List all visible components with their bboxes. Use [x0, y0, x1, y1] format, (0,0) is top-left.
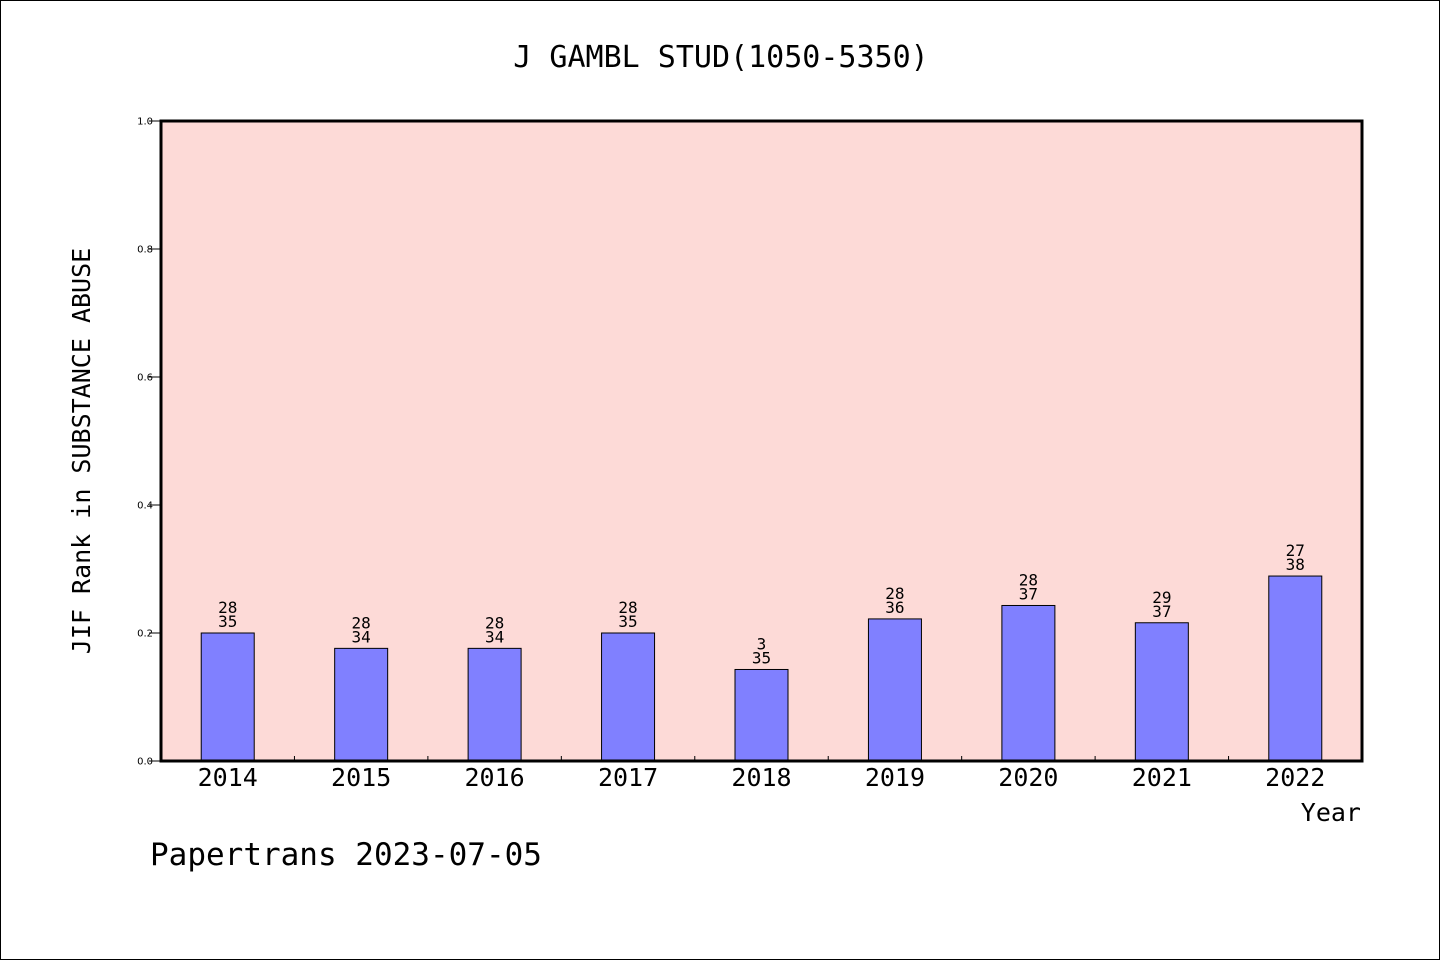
x-tick-label-2022: 2022: [1265, 763, 1325, 792]
data-label-top-2016: 28: [485, 613, 504, 632]
bar-2019: [867, 618, 922, 762]
bar-2015: [334, 647, 389, 762]
data-label-bottom-2019: 36: [885, 598, 904, 617]
bar-2022: [1268, 575, 1323, 762]
data-label-bottom-2014: 35: [218, 612, 237, 631]
x-tick-label-2021: 2021: [1132, 763, 1192, 792]
data-label-bottom-2021: 37: [1152, 602, 1171, 621]
data-label-bottom-2020: 37: [1019, 584, 1038, 603]
x-tick-label-2019: 2019: [865, 763, 925, 792]
plot-frame: [159, 119, 1364, 763]
y-tick-label-0.2: 0.2: [137, 629, 153, 640]
data-label-top-2015: 28: [352, 613, 371, 632]
bar-2016: [467, 647, 522, 762]
x-tick-label-2016: 2016: [465, 763, 525, 792]
data-label-top-2019: 28: [885, 584, 904, 603]
data-label-top-2020: 28: [1019, 570, 1038, 589]
x-axis-label: Year: [1301, 798, 1361, 827]
x-tick-label-2018: 2018: [731, 763, 791, 792]
y-tick-label-0.8: 0.8: [137, 245, 153, 256]
data-label-top-2014: 28: [218, 598, 237, 617]
y-tick-label-0.0: 0.0: [137, 757, 153, 768]
bar-2021: [1134, 622, 1189, 762]
data-label-top-2021: 29: [1152, 588, 1171, 607]
data-label-bottom-2015: 34: [352, 627, 371, 646]
bar-2014: [200, 632, 255, 762]
bar-2017: [601, 632, 656, 762]
data-label-top-2022: 27: [1286, 541, 1305, 560]
bar-2020: [1001, 604, 1056, 762]
y-tick-label-1.0: 1.0: [137, 117, 153, 128]
ticks-layer: 2014 2015 2016 2017 2018 2019 2020 2021 2022 0.0 0…: [137, 117, 1325, 793]
chart-title: J GAMBL STUD(1050-5350): [513, 40, 928, 75]
data-label-bottom-2018: 35: [752, 648, 771, 667]
y-tick-label-0.4: 0.4: [137, 501, 153, 512]
x-tick-label-2020: 2020: [998, 763, 1058, 792]
data-label-bottom-2016: 34: [485, 627, 504, 646]
x-tick-label-2017: 2017: [598, 763, 658, 792]
x-tick-label-2015: 2015: [331, 763, 391, 792]
data-label-bottom-2017: 35: [618, 612, 637, 631]
data-label-top-2017: 28: [618, 598, 637, 617]
data-label-bottom-2022: 38: [1286, 555, 1305, 574]
x-tick-label-2014: 2014: [198, 763, 258, 792]
y-tick-label-0.6: 0.6: [137, 373, 153, 384]
data-label-top-2018: 3: [757, 634, 767, 653]
bar-2018: [734, 668, 789, 762]
y-axis-label: JIF Rank in SUBSTANCE ABUSE: [67, 248, 96, 654]
footer-credit: Papertrans 2023-07-05: [150, 837, 542, 873]
